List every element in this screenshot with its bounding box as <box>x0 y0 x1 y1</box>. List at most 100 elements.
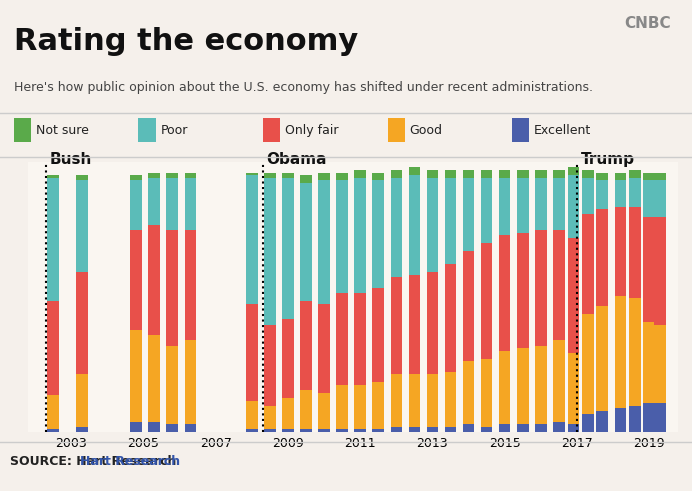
Bar <box>614 172 626 180</box>
Bar <box>372 172 384 180</box>
Bar <box>427 375 438 427</box>
Bar <box>582 314 594 414</box>
Bar <box>481 427 493 432</box>
Bar <box>629 406 641 432</box>
Bar <box>264 406 275 430</box>
FancyBboxPatch shape <box>138 118 156 142</box>
Bar <box>282 172 293 178</box>
Bar <box>76 180 88 272</box>
Bar <box>246 175 257 303</box>
Bar <box>148 422 160 432</box>
Bar <box>553 178 565 230</box>
Bar <box>463 251 474 361</box>
Bar <box>614 207 626 296</box>
Bar <box>167 346 178 424</box>
Bar <box>282 430 293 432</box>
Bar <box>148 178 160 225</box>
Bar <box>264 178 275 325</box>
FancyBboxPatch shape <box>14 118 31 142</box>
FancyBboxPatch shape <box>388 118 405 142</box>
Bar <box>567 175 579 238</box>
Bar <box>185 178 196 230</box>
Bar <box>553 340 565 422</box>
Bar <box>614 180 626 207</box>
Text: CNBC: CNBC <box>625 16 671 31</box>
Bar <box>282 178 293 319</box>
Bar <box>408 275 420 375</box>
Bar <box>282 319 293 398</box>
Bar <box>47 395 59 430</box>
Bar <box>47 178 59 301</box>
Text: Only fair: Only fair <box>285 124 338 136</box>
Bar <box>167 172 178 178</box>
Bar <box>644 180 655 217</box>
Bar <box>553 170 565 178</box>
Bar <box>614 296 626 409</box>
Text: Rating the economy: Rating the economy <box>14 27 358 56</box>
Bar <box>644 322 655 403</box>
Text: Poor: Poor <box>161 124 188 136</box>
Text: Excellent: Excellent <box>534 124 592 136</box>
Bar <box>130 230 142 330</box>
Bar <box>354 170 366 178</box>
Bar <box>47 430 59 432</box>
Bar <box>629 170 641 178</box>
Bar <box>372 180 384 288</box>
Bar <box>535 346 547 424</box>
Bar <box>582 178 594 215</box>
Text: Obama: Obama <box>266 152 327 167</box>
Bar <box>535 424 547 432</box>
Bar <box>408 167 420 175</box>
Bar <box>499 236 511 351</box>
FancyBboxPatch shape <box>263 118 280 142</box>
Bar <box>553 422 565 432</box>
Bar <box>582 215 594 314</box>
Bar <box>629 299 641 406</box>
Bar <box>336 385 348 430</box>
Bar <box>481 170 493 178</box>
Bar <box>47 301 59 395</box>
Bar <box>629 207 641 299</box>
Bar <box>567 354 579 424</box>
Bar <box>76 427 88 432</box>
Bar <box>185 424 196 432</box>
Bar <box>354 293 366 385</box>
Bar <box>517 233 529 348</box>
Bar <box>300 390 311 430</box>
Bar <box>655 403 666 432</box>
Bar <box>185 172 196 178</box>
Bar <box>597 411 608 432</box>
Bar <box>246 172 257 175</box>
Text: SOURCE: Hart Research: SOURCE: Hart Research <box>10 455 176 468</box>
Bar <box>517 170 529 178</box>
Bar <box>354 178 366 293</box>
Bar <box>336 293 348 385</box>
Bar <box>408 375 420 427</box>
Bar <box>597 172 608 180</box>
Bar <box>167 230 178 346</box>
Bar <box>354 385 366 430</box>
Bar <box>614 409 626 432</box>
Bar <box>427 170 438 178</box>
Bar <box>318 430 330 432</box>
Bar <box>76 375 88 427</box>
Bar <box>336 172 348 180</box>
Bar <box>535 178 547 230</box>
Bar <box>629 178 641 207</box>
Bar <box>597 306 608 411</box>
Bar <box>264 430 275 432</box>
Bar <box>463 170 474 178</box>
Bar <box>246 430 257 432</box>
Bar <box>499 424 511 432</box>
FancyBboxPatch shape <box>512 118 529 142</box>
Bar <box>336 430 348 432</box>
Bar <box>372 430 384 432</box>
Bar <box>185 340 196 424</box>
Bar <box>445 264 456 372</box>
Bar <box>445 372 456 427</box>
Text: Good: Good <box>410 124 443 136</box>
Bar <box>655 325 666 403</box>
Bar <box>499 178 511 236</box>
Bar <box>517 424 529 432</box>
Bar <box>246 303 257 401</box>
